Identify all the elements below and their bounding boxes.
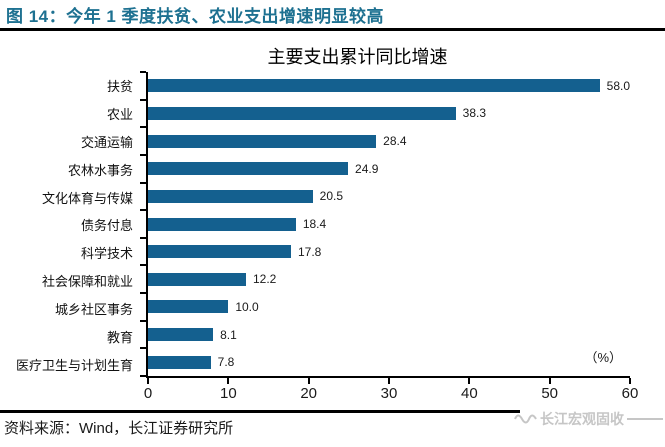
bar <box>148 134 377 148</box>
bar <box>148 328 214 342</box>
y-axis-tick <box>140 319 146 322</box>
figure-header: 图 14：今年 1 季度扶贫、农业支出增速明显较高 <box>0 0 665 31</box>
bar-value-label: 38.3 <box>462 106 487 121</box>
y-axis-tick <box>140 209 146 212</box>
bar <box>148 355 211 369</box>
watermark-label: 长江宏观固收 <box>540 411 624 427</box>
x-axis-tick <box>227 378 230 384</box>
y-axis-tick <box>140 153 146 156</box>
bar <box>148 272 246 286</box>
bar <box>148 245 291 259</box>
unit-label: （%） <box>584 350 622 365</box>
x-axis-tick <box>147 378 149 384</box>
y-axis-tick <box>140 375 146 377</box>
bar <box>148 189 313 203</box>
bar <box>148 79 600 93</box>
category-label: 教育 <box>106 329 133 345</box>
bar-row: 24.9 <box>148 155 630 183</box>
category-labels: 扶贫农业交通运输农林水事务文化体育与传媒债务付息科学技术社会保障和就业城乡社区事… <box>0 72 140 378</box>
y-axis-tick <box>140 98 146 101</box>
bar <box>148 106 456 120</box>
category-label: 城乡社区事务 <box>54 301 133 317</box>
bar-row: 10.0 <box>148 293 630 321</box>
y-axis-tick <box>140 292 146 295</box>
bar-value-label: 58.0 <box>606 78 630 93</box>
x-axis-tick <box>468 378 471 384</box>
category-label: 交通运输 <box>80 135 133 151</box>
bar-row: 58.0 <box>148 72 630 100</box>
x-axis-label: 20 <box>300 385 317 402</box>
x-axis-label: 60 <box>621 385 639 402</box>
category-label: 文化体育与传媒 <box>41 190 133 206</box>
x-axis-tick <box>548 378 551 384</box>
figure-title: 图 14：今年 1 季度扶贫、农业支出增速明显较高 <box>6 6 385 26</box>
bar-row: 28.4 <box>148 127 630 155</box>
bar-value-label: 10.0 <box>235 299 259 314</box>
y-axis-tick <box>140 264 146 267</box>
category-label: 农业 <box>106 107 133 123</box>
x-axis-label: 0 <box>143 385 153 402</box>
category-label: 社会保障和就业 <box>41 274 133 290</box>
bar-value-label: 7.8 <box>217 355 235 370</box>
x-axis-tick <box>307 378 310 384</box>
bar <box>148 162 349 176</box>
x-axis-label: 40 <box>460 385 478 402</box>
x-axis-tick <box>629 378 631 384</box>
x-axis-tick <box>388 378 390 384</box>
source-note: 资料来源：Wind，长江证券研究所 <box>4 420 234 437</box>
y-axis-tick <box>140 236 146 239</box>
bar-value-label: 24.9 <box>355 161 379 176</box>
x-axis-label: 50 <box>541 385 558 402</box>
changjiang-logo-icon <box>513 411 537 427</box>
bar-row: 18.4 <box>148 210 630 238</box>
x-axis-label: 10 <box>219 385 237 402</box>
bar <box>148 300 229 314</box>
category-label: 扶贫 <box>106 79 133 95</box>
chart-title: 主要支出累计同比增速 <box>267 47 448 67</box>
y-axis-tick <box>140 347 146 350</box>
bar-row: 8.1 <box>148 321 630 349</box>
bar-row: 17.8 <box>148 238 630 266</box>
bar-row: 12.2 <box>148 265 630 293</box>
category-label: 农林水事务 <box>67 162 133 178</box>
bar-row: 38.3 <box>148 100 630 128</box>
bar-value-label: 17.8 <box>297 244 322 259</box>
bar-value-label: 12.2 <box>253 272 277 287</box>
bar-row: 7.8 <box>148 348 630 376</box>
category-label: 债务付息 <box>80 218 133 234</box>
bar <box>148 217 296 231</box>
bar-value-label: 18.4 <box>302 217 327 232</box>
x-axis-label: 30 <box>380 385 398 402</box>
watermark: 长江宏观固收 <box>513 407 663 431</box>
footer-divider <box>0 410 520 413</box>
bar-value-label: 28.4 <box>383 134 407 149</box>
watermark-rule <box>627 418 663 420</box>
y-axis-tick <box>140 181 146 184</box>
bars-layer: 58.0 38.3 28.4 24.9 20.5 18.4 17.8 12.2 10.0 8.1 7… <box>148 72 630 376</box>
category-label: 科学技术 <box>80 246 133 262</box>
y-axis-tick <box>140 71 146 73</box>
y-axis-tick <box>140 126 146 129</box>
bar-value-label: 20.5 <box>319 189 344 204</box>
plot-area: 58.0 38.3 28.4 24.9 20.5 18.4 17.8 12.2 10.0 8.1 7… <box>140 71 638 402</box>
category-label: 医疗卫生与计划生育 <box>15 357 133 373</box>
bar-row: 20.5 <box>148 183 630 211</box>
bar-value-label: 8.1 <box>220 327 237 342</box>
